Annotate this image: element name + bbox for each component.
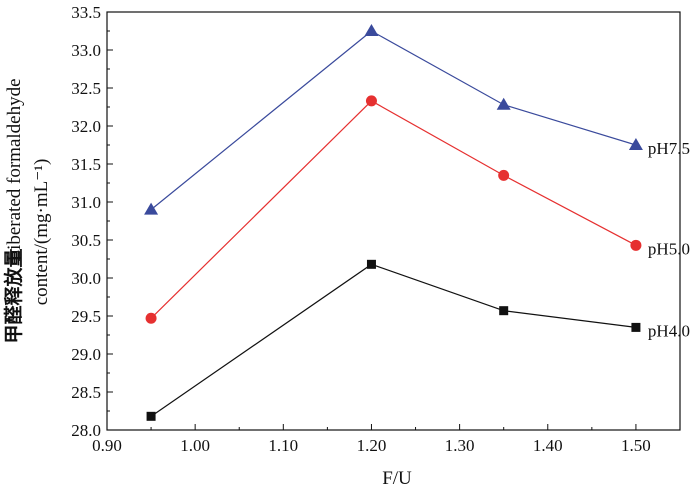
x-tick-label: 0.90: [92, 436, 122, 455]
y-axis-title-zh-group: 甲醛释放量 Liberated formaldehyde: [2, 78, 25, 343]
data-point-pH4.0-0: [146, 411, 156, 421]
y-tick-label: 28.0: [71, 421, 101, 440]
data-point-pH5.0-2: [498, 169, 510, 181]
y-tick-label: 29.0: [71, 345, 101, 364]
series-label-pH4.0: pH4.0: [648, 321, 690, 340]
series-line-pH7.5: [150, 30, 637, 211]
y-tick-label: 29.5: [71, 307, 101, 326]
x-axis-title: F/U: [382, 468, 412, 489]
y-axis-ticks: 28.0 28.5 29.0 29.5 30.0 30.5 31.0 31.5 32.0 32.5…: [71, 3, 113, 440]
data-point-pH5.0-0: [145, 312, 157, 324]
series-line-pH4.0: [150, 263, 636, 417]
data-point-pH4.0-3: [631, 322, 641, 332]
y-axis-title-en-line2: content/(mg·mL⁻¹): [31, 159, 52, 306]
plot-frame: [106, 11, 681, 431]
y-axis-title-en-line1: Liberated formaldehyde: [4, 78, 25, 261]
data-point-pH7.5-3: [628, 138, 643, 150]
y-tick-label: 33.5: [71, 3, 101, 22]
series-line-pH5.0: [150, 100, 637, 319]
y-tick-label: 28.5: [71, 383, 101, 402]
data-point-pH7.5-0: [144, 202, 159, 215]
plot-area-border: [106, 11, 681, 431]
data-point-pH7.5-1: [364, 24, 379, 36]
series-label-pH5.0: pH5.0: [648, 239, 690, 258]
x-tick-label: 1.00: [180, 436, 210, 455]
x-axis-ticks: 0.90 1.00 1.10 1.20 1.30 1.40 1.50: [92, 424, 651, 455]
x-tick-label: 1.30: [445, 436, 475, 455]
x-tick-label: 1.50: [621, 436, 651, 455]
series-pH4.0: pH4.0: [146, 259, 690, 421]
series-pH7.5: pH7.5: [144, 24, 690, 215]
series-label-pH7.5: pH7.5: [648, 139, 690, 158]
data-point-pH4.0-2: [499, 306, 509, 316]
series-layer: pH7.5 pH5.0 pH4.0: [144, 24, 690, 421]
x-tick-label: 1.10: [268, 436, 298, 455]
series-pH5.0: pH5.0: [145, 95, 690, 324]
y-axis-title-en-group: content/(mg·mL⁻¹): [31, 159, 52, 306]
data-point-pH5.0-3: [630, 239, 642, 251]
y-tick-label: 31.5: [71, 155, 101, 174]
y-tick-label: 32.0: [71, 117, 101, 136]
x-tick-label: 1.40: [533, 436, 563, 455]
y-tick-label: 30.5: [71, 231, 101, 250]
data-point-pH7.5-2: [496, 97, 511, 110]
y-tick-label: 31.0: [71, 193, 101, 212]
data-point-pH4.0-1: [366, 259, 376, 269]
y-tick-label: 30.0: [71, 269, 101, 288]
y-tick-label: 32.5: [71, 79, 101, 98]
data-point-pH5.0-1: [365, 95, 377, 107]
y-tick-label: 33.0: [71, 41, 101, 60]
x-tick-label: 1.20: [357, 436, 387, 455]
y-axis-title-zh: 甲醛释放量: [2, 248, 25, 343]
